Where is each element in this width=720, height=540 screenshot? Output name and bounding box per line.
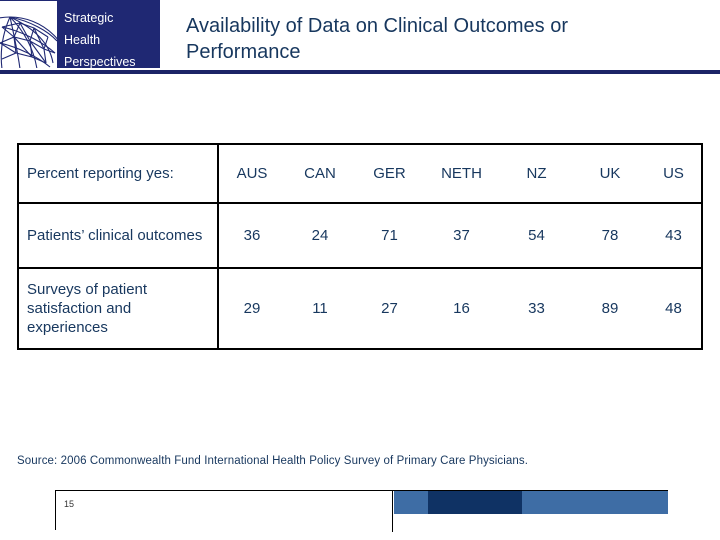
column-header-can: CAN: [285, 144, 355, 204]
row-label-patient-surveys: Surveys of patient satisfaction and expe…: [18, 268, 219, 349]
footer-divider: [55, 490, 668, 491]
column-header-uk: UK: [574, 144, 646, 204]
column-header-nz: NZ: [499, 144, 574, 204]
table-row: Patients’ clinical outcomes 36 24 71 37 …: [18, 203, 702, 269]
cell-value: 37: [424, 203, 499, 269]
table-corner-label: Percent reporting yes:: [18, 144, 219, 204]
cell-value: 48: [665, 300, 682, 317]
cell-value: 89: [601, 300, 619, 317]
column-header-ger: GER: [355, 144, 424, 204]
table-row: Surveys of patient satisfaction and expe…: [18, 268, 702, 349]
cell-value: 71: [355, 203, 424, 269]
footer-accent-bar: [394, 491, 668, 514]
logo: Strategic Health Perspectives: [0, 0, 160, 69]
page-number: 15: [64, 499, 75, 509]
logo-line-perspectives: Perspectives: [64, 55, 136, 69]
cell-value: 16: [453, 300, 470, 317]
cell-value: 33: [528, 300, 545, 317]
footer-left-tick: [55, 490, 56, 530]
cell-value: 36: [218, 203, 285, 269]
logo-line-health: Health: [64, 33, 101, 47]
column-header-us: US: [646, 144, 702, 204]
cell-value: 78: [574, 203, 646, 269]
cell-value: 54: [499, 203, 574, 269]
table-header-row: Percent reporting yes: AUS CAN GER NETH …: [18, 144, 702, 204]
header-divider: [0, 70, 720, 74]
page-title: Availability of Data on Clinical Outcome…: [186, 15, 569, 63]
cell-value: 43: [646, 203, 702, 269]
column-header-aus: AUS: [218, 144, 285, 204]
logo-text: Strategic Health Perspectives: [57, 0, 160, 69]
cell-value: 11: [312, 300, 328, 317]
data-table: Percent reporting yes: AUS CAN GER NETH …: [17, 143, 703, 350]
cell-value: 27: [381, 300, 398, 317]
footer-bar-segment: [394, 491, 428, 514]
logo-line-strategic: Strategic: [64, 11, 114, 25]
row-label-clinical-outcomes: Patients’ clinical outcomes: [18, 203, 219, 269]
footer-mid-tick: [392, 490, 393, 532]
globe-icon: [0, 0, 57, 68]
source-note: Source: 2006 Commonwealth Fund Internati…: [17, 455, 529, 467]
footer-bar-segment: [522, 491, 668, 514]
column-header-neth: NETH: [424, 144, 499, 204]
cell-value: 29: [243, 300, 261, 317]
footer-bar-segment: [428, 491, 522, 514]
cell-value: 24: [285, 203, 355, 269]
